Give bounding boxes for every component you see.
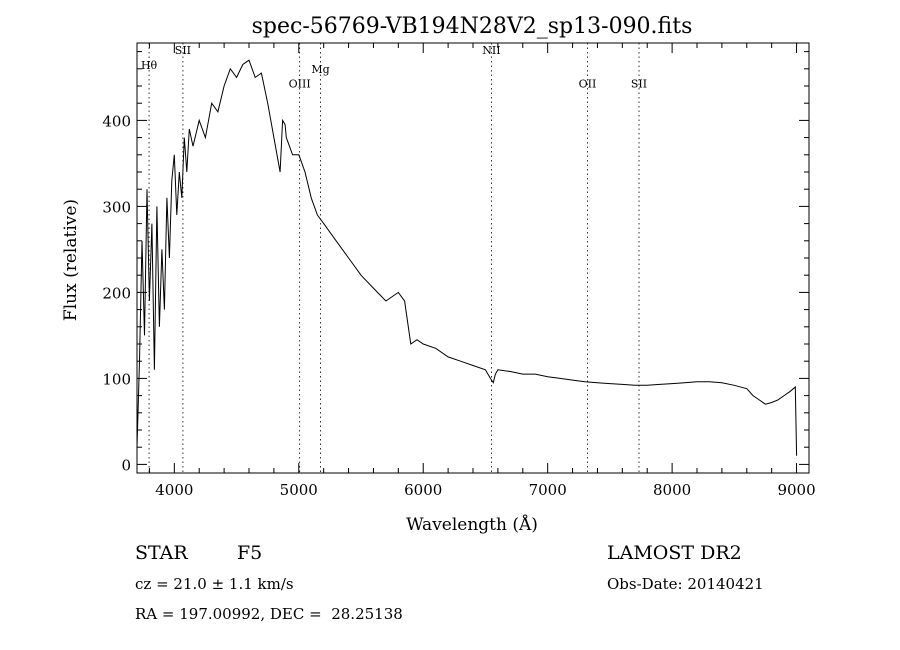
y-tick-label: 0 — [121, 456, 131, 474]
survey-name: LAMOST DR2 — [607, 542, 742, 564]
coordinates: RA = 197.00992, DEC = 28.25138 — [135, 605, 403, 623]
spectrum-line — [136, 59, 798, 456]
x-tick-label: 5000 — [280, 481, 318, 499]
y-tick-label: 400 — [102, 112, 131, 130]
spectral-line-label: Mg — [311, 63, 329, 76]
y-tick-label: 100 — [102, 370, 131, 388]
plot-frame — [136, 42, 810, 474]
spectrum-plot: spec-56769-VB194N28V2_sp13-090.fits Wave… — [61, 14, 816, 535]
x-tick-label: 7000 — [529, 481, 567, 499]
x-tick-label: 9000 — [777, 481, 815, 499]
y-tick-label: 300 — [102, 198, 131, 216]
spectral-line-label: SII — [631, 78, 647, 91]
y-tick-label: 200 — [102, 284, 131, 302]
axis-ticks: 4000 5000 6000 7000 8000 9000 0 100 200 300 400 — [102, 43, 816, 499]
x-tick-label: 4000 — [155, 481, 193, 499]
spectrum-series — [136, 59, 798, 456]
spectral-line-label: SII — [175, 44, 191, 57]
spectral-line-label: NII — [482, 44, 500, 57]
spectral-line-label: OIII — [289, 78, 311, 91]
x-tick-label: 6000 — [404, 481, 442, 499]
object-subclass: F5 — [237, 542, 263, 564]
y-axis-label: Flux (relative) — [61, 199, 81, 321]
object-class: STAR — [135, 542, 188, 564]
redshift-info: cz = 21.0 ± 1.1 km/s — [135, 575, 294, 593]
spectral-line-label: OII — [579, 78, 597, 91]
x-tick-label: 8000 — [653, 481, 691, 499]
observation-date: Obs-Date: 20140421 — [607, 575, 764, 593]
x-axis-label: Wavelength (Å) — [406, 514, 538, 535]
chart-title: spec-56769-VB194N28V2_sp13-090.fits — [252, 14, 693, 39]
spectral-line-label: Hθ — [141, 59, 158, 72]
